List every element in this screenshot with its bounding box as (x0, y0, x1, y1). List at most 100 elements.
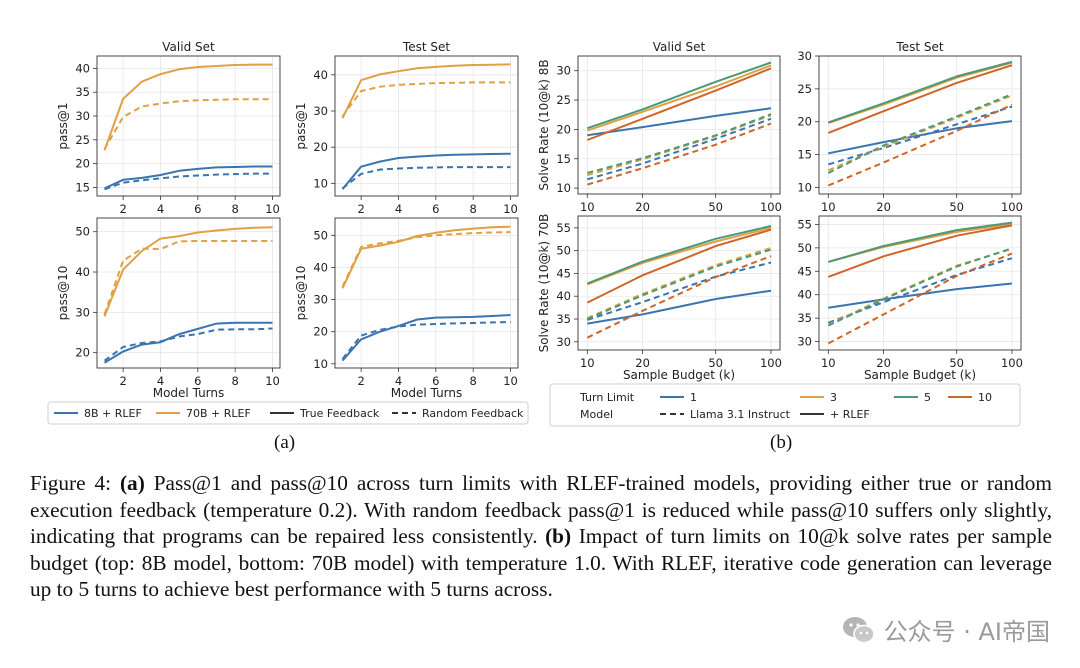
chart-b_valid_8b: 10 15 20 25 30 10 20 50 100 Valid Set Solve Rate (… (537, 40, 782, 214)
y-tick-label: 30 (313, 104, 328, 118)
series-line (828, 120, 1013, 155)
y-tick-label: 25 (75, 133, 90, 147)
y-tick-label: 20 (556, 122, 571, 136)
plot-frame (334, 55, 519, 197)
series-line (104, 172, 273, 191)
legend-b-turn-label: 5 (924, 391, 931, 404)
series-line (341, 63, 511, 119)
x-tick-label: 2 (119, 374, 126, 388)
x-tick-label: 10 (265, 202, 280, 216)
series-line (103, 327, 273, 362)
y-tick-label: 30 (556, 335, 571, 349)
x-tick-label: 10 (503, 374, 518, 388)
y-axis-label: Solve Rate (10@k) 70B (537, 214, 551, 353)
chart-title: Test Set (402, 40, 450, 54)
chart-title: Valid Set (162, 40, 215, 54)
chart-b_test_8b: 10 15 20 25 30 10 20 50 100 Test Set (797, 40, 1023, 214)
x-tick-label: 10 (503, 202, 518, 216)
legend-b-model-label: Model (580, 408, 613, 421)
legend-a: 8B + RLEF 70B + RLEF True Feedback Random F… (47, 401, 529, 425)
y-tick-label: 50 (75, 225, 90, 239)
y-tick-label: 25 (797, 82, 812, 96)
series-line (586, 64, 772, 132)
y-tick-label: 25 (556, 93, 571, 107)
chart-a_test_pass10: 10 20 30 40 50 2 4 6 8 10 Model Turns pass@10 (294, 217, 519, 400)
series-line (827, 247, 1013, 327)
series-line (586, 228, 772, 304)
y-tick-label: 35 (75, 85, 90, 99)
x-tick-label: 6 (194, 202, 201, 216)
series-line (828, 105, 1013, 166)
x-tick-label: 100 (760, 356, 782, 370)
chart-a_valid_pass10: 20 30 40 50 2 4 6 8 10 Model Turns pass@10 (56, 217, 281, 400)
x-tick-label: 10 (265, 374, 280, 388)
chart-title: Valid Set (653, 40, 706, 54)
plot-frame (577, 55, 781, 195)
series-line (827, 64, 1013, 134)
series-line (828, 221, 1013, 263)
y-tick-label: 30 (797, 335, 812, 349)
x-tick-label: 100 (1001, 356, 1023, 370)
series-line (586, 261, 772, 321)
y-tick-label: 40 (556, 289, 571, 303)
series-line (827, 257, 1013, 324)
y-tick-label: 10 (556, 181, 571, 195)
y-tick-label: 30 (75, 305, 90, 319)
series-line (341, 166, 511, 190)
plot-frame (96, 55, 281, 197)
y-axis-label: pass@1 (56, 102, 70, 149)
panel-label-a: (a) (274, 432, 296, 453)
y-tick-label: 40 (797, 288, 812, 302)
series-line (586, 61, 772, 130)
legend-b-model-label-item: Llama 3.1 Instruct (690, 408, 791, 421)
y-tick-label: 15 (75, 180, 90, 194)
y-tick-label: 50 (556, 244, 571, 258)
x-axis-label: Sample Budget (k) (623, 368, 735, 382)
chart-title: Test Set (895, 40, 943, 54)
legend-a-label: 8B + RLEF (84, 407, 142, 420)
y-tick-label: 15 (797, 148, 812, 162)
x-tick-label: 10 (821, 200, 836, 214)
legend-b-turn-limit-label: Turn Limit (579, 391, 635, 404)
x-tick-label: 20 (876, 356, 891, 370)
y-tick-label: 35 (556, 312, 571, 326)
plot-frame (96, 217, 281, 369)
series-line (587, 113, 772, 174)
y-axis-label: Solve Rate (10@k) 8B (537, 59, 551, 190)
x-tick-label: 8 (232, 202, 239, 216)
x-tick-label: 8 (232, 374, 239, 388)
series-line (341, 314, 511, 362)
x-axis-label: Model Turns (153, 386, 225, 400)
x-tick-label: 50 (708, 200, 723, 214)
series-line (341, 81, 511, 117)
y-tick-label: 35 (797, 311, 812, 325)
x-tick-label: 20 (635, 200, 650, 214)
x-tick-label: 4 (157, 202, 164, 216)
y-tick-label: 20 (313, 140, 328, 154)
x-tick-label: 8 (470, 374, 477, 388)
plot-frame (818, 215, 1022, 351)
series-line (341, 321, 511, 360)
series-line (586, 246, 772, 320)
x-tick-label: 20 (635, 356, 650, 370)
y-tick-label: 30 (313, 293, 328, 307)
series-line (341, 225, 511, 289)
x-tick-label: 20 (876, 200, 891, 214)
legend-b-turn-label: 3 (830, 391, 837, 404)
caption-b-text: Impact of turn limits on 10@k solve rate… (30, 524, 1052, 602)
x-tick-label: 6 (432, 374, 439, 388)
y-axis-label: pass@10 (294, 266, 308, 321)
plot-frame (818, 55, 1022, 195)
x-tick-label: 6 (194, 374, 201, 388)
x-tick-label: 8 (470, 202, 477, 216)
caption-a-text: Pass@1 and pass@10 across turn limits wi… (30, 471, 1052, 549)
y-tick-label: 30 (556, 64, 571, 78)
y-tick-label: 20 (75, 157, 90, 171)
series-line (587, 122, 772, 186)
chart-b_valid_70b: 30 35 40 45 50 55 10 20 50 100 Sample Budget (k) So… (537, 214, 782, 382)
x-axis-label: Model Turns (391, 386, 463, 400)
legend-a-label: True Feedback (299, 407, 380, 420)
series-line (103, 63, 273, 151)
y-axis-label: pass@10 (56, 266, 70, 321)
y-tick-label: 55 (556, 221, 571, 235)
